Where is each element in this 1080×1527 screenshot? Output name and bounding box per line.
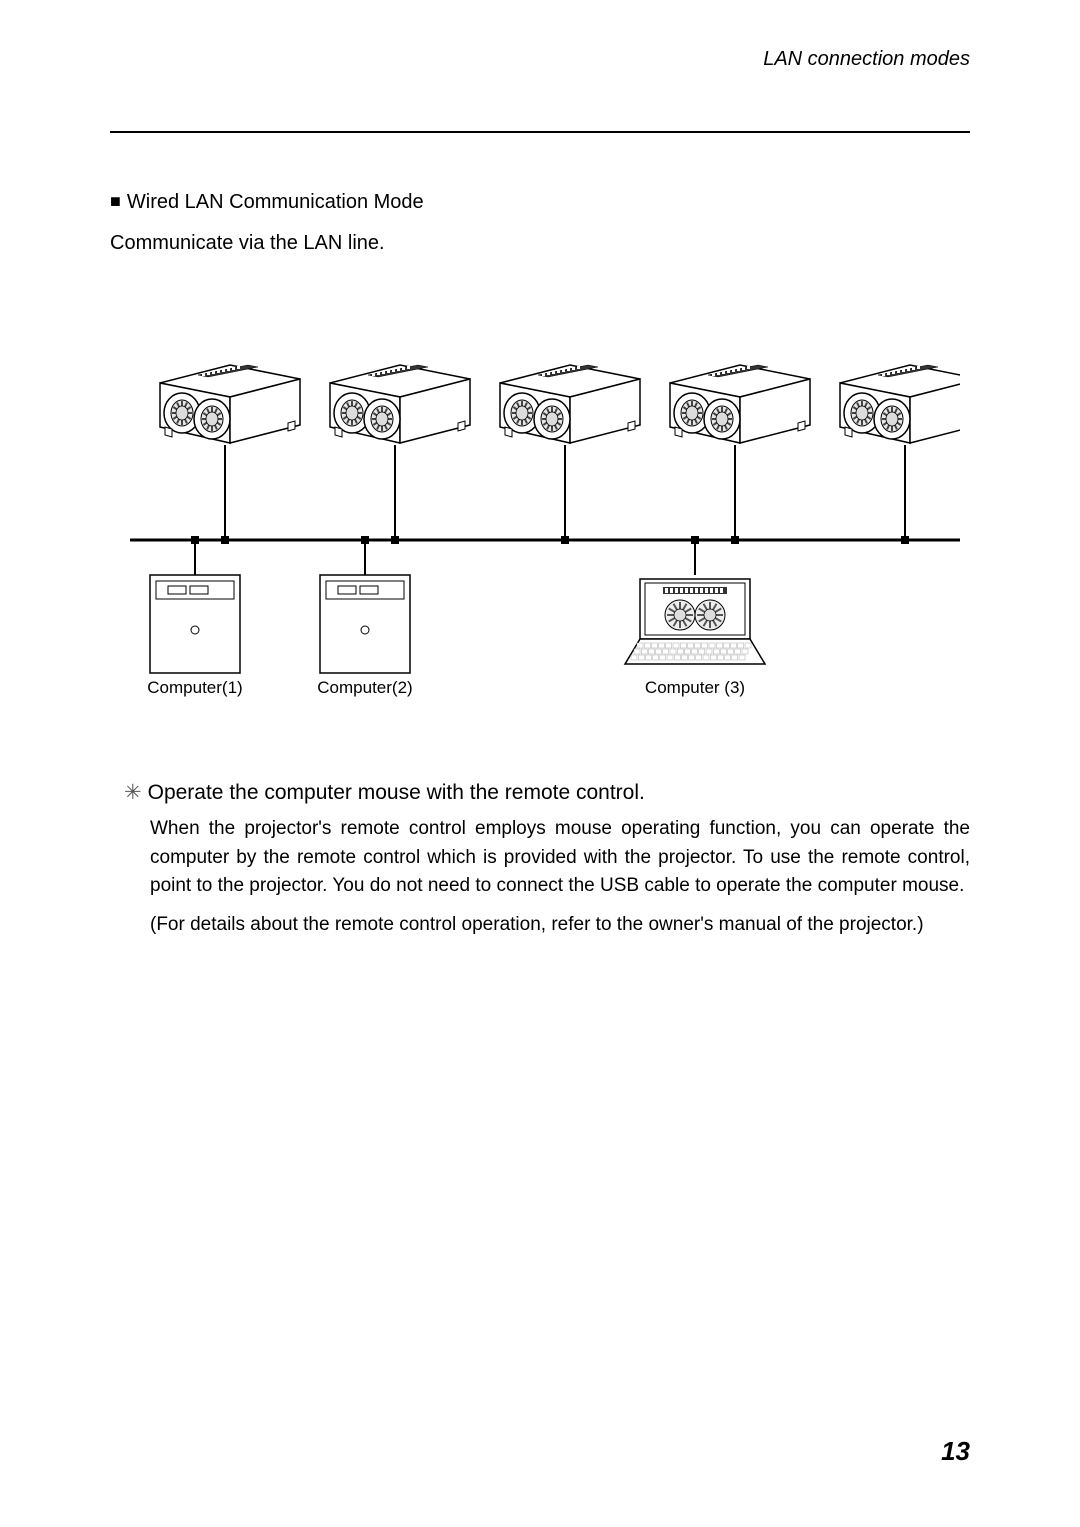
running-header: LAN connection modes — [110, 48, 970, 71]
section-heading-text: Wired LAN Communication Mode — [127, 191, 424, 213]
header-rule — [110, 131, 970, 133]
asterisk-icon: ✳ — [124, 781, 142, 804]
note-paragraph-1: When the projector's remote control empl… — [150, 815, 970, 901]
note-heading-text: Operate the computer mouse with the remo… — [148, 781, 645, 804]
square-bullet-icon: ■ — [110, 191, 121, 212]
note-paragraph-2: (For details about the remote control op… — [150, 911, 970, 940]
note-heading: ✳ Operate the computer mouse with the rem… — [124, 780, 970, 805]
page-number: 13 — [941, 1436, 970, 1467]
svg-text:Computer(2): Computer(2) — [317, 678, 412, 697]
svg-text:Computer (3): Computer (3) — [645, 678, 745, 697]
svg-text:Computer(1): Computer(1) — [147, 678, 242, 697]
document-page: LAN connection modes ■ Wired LAN Communic… — [0, 0, 1080, 1527]
section-subheading: Communicate via the LAN line. — [110, 232, 970, 255]
section-heading: ■ Wired LAN Communication Mode — [110, 191, 970, 214]
network-diagram: Computer(1) Computer(2) Computer (3) — [120, 325, 960, 710]
